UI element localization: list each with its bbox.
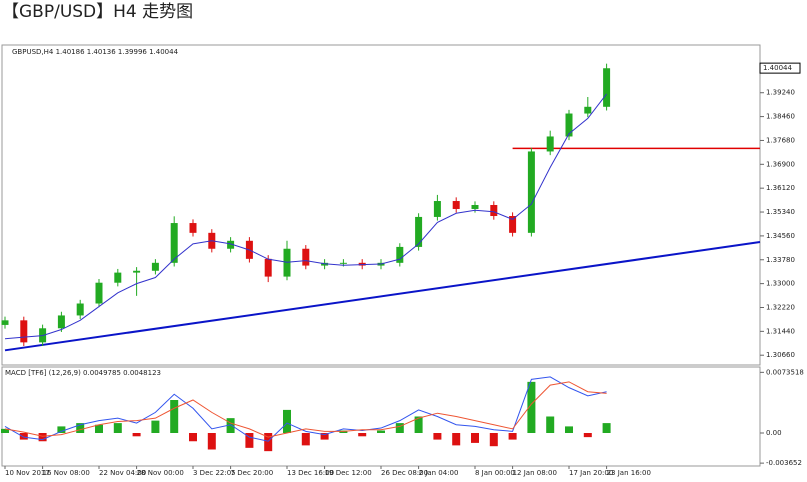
signal-line <box>4 381 607 438</box>
candle-body <box>95 282 103 304</box>
x-tick-label: 28 Nov 00:00 <box>137 469 184 477</box>
last-price: 1.40044 <box>763 64 792 72</box>
x-tick-label: 26 Dec 08:00 <box>381 469 428 477</box>
y-tick-label: 1.32220 <box>766 303 795 311</box>
macd-bar <box>565 426 573 433</box>
x-tick-label: 16 Nov 08:00 <box>43 469 90 477</box>
y-tick-label: 0.00 <box>766 429 782 437</box>
candle-body <box>57 315 65 329</box>
candle-body <box>546 136 554 152</box>
macd-panel <box>1 366 761 467</box>
x-tick-label: 13 Dec 16:00 <box>287 469 334 477</box>
macd-bar <box>301 433 310 446</box>
candle-body <box>509 216 517 233</box>
y-tick-label: 1.36900 <box>766 160 795 168</box>
macd-bar <box>395 423 404 433</box>
macd-bar <box>189 433 197 442</box>
x-tick-label: 17 Jan 20:00 <box>569 469 613 477</box>
macd-bar <box>320 433 329 440</box>
candle-body <box>396 246 404 263</box>
macd-bar <box>489 433 498 447</box>
candle-body <box>133 270 141 273</box>
candle-body <box>433 201 441 217</box>
y-tick-label: 1.35340 <box>766 208 795 216</box>
candle-body <box>490 205 498 217</box>
macd-bar <box>76 423 85 433</box>
macd-bar <box>414 416 423 433</box>
x-tick-label: 2 Jan 04:00 <box>419 469 459 477</box>
macd-bar <box>527 381 536 433</box>
macd-bar <box>283 409 291 433</box>
candle-body <box>264 258 272 277</box>
macd-bar <box>508 433 517 440</box>
x-tick-label: 23 Jan 16:00 <box>607 469 651 477</box>
macd-bar <box>113 423 122 433</box>
candle-body <box>527 151 535 233</box>
candle-body <box>584 106 592 114</box>
y-tick-label: 1.38460 <box>766 113 795 121</box>
y-tick-label: 1.39240 <box>766 89 795 97</box>
macd-bar <box>264 433 273 452</box>
candle-body <box>471 205 479 209</box>
macd-bar <box>433 433 442 440</box>
macd-bar <box>1 428 9 433</box>
macd-bar <box>602 423 611 433</box>
x-tick-label: 22 Nov 04:00 <box>99 469 146 477</box>
macd-header: MACD [TF6] (12,26,9) 0.0049785 0.0048123 <box>5 369 161 377</box>
macd-bar <box>132 433 141 437</box>
candle-body <box>189 223 197 233</box>
candle-body <box>170 223 178 263</box>
candle-body <box>415 216 423 247</box>
macd-bar <box>226 418 235 433</box>
candle-body <box>565 113 573 137</box>
macd-bar <box>151 420 160 433</box>
y-tick-label: 1.33000 <box>766 280 795 288</box>
y-tick-label: -0.003652 <box>766 459 802 467</box>
y-tick-label: 1.37680 <box>766 136 795 144</box>
price-header: GBPUSD,H4 1.40186 1.40136 1.39996 1.4004… <box>12 48 179 56</box>
y-tick-label: 1.33780 <box>766 256 795 264</box>
candle-body <box>114 272 122 283</box>
x-tick-label: 19 Dec 12:00 <box>325 469 372 477</box>
y-tick-label: 1.30660 <box>766 351 795 359</box>
price-panel <box>1 44 761 366</box>
y-tick-label: 0.0073518 <box>766 368 804 376</box>
macd-bar <box>207 433 216 450</box>
macd-bar <box>245 433 254 448</box>
candle-body <box>339 262 347 264</box>
x-tick-label: 3 Dec 22:05 <box>193 469 236 477</box>
candle-body <box>603 68 611 107</box>
macd-bar <box>546 416 555 433</box>
macd-bar <box>358 433 367 437</box>
macd-bar <box>583 433 592 438</box>
last-price-box <box>759 62 801 74</box>
candle-body <box>76 303 84 316</box>
candle-body <box>227 240 235 249</box>
y-tick-label: 1.36120 <box>766 184 795 192</box>
macd-bar <box>57 426 66 433</box>
moving-average <box>4 93 607 340</box>
candle-body <box>1 320 9 325</box>
macd-bar <box>377 430 385 433</box>
y-tick-label: 1.31440 <box>766 327 795 335</box>
candle-body <box>20 320 28 343</box>
macd-bar <box>170 400 179 433</box>
macd-bar <box>38 433 47 442</box>
x-tick-label: 10 Nov 2017 <box>5 469 50 477</box>
macd-bar <box>95 424 103 433</box>
chart-title: 【GBP/USD】H4 走势图 <box>2 2 193 22</box>
macd-bar <box>452 433 461 446</box>
macd-bar <box>471 433 479 443</box>
x-tick-label: 8 Jan 00:00 <box>475 469 515 477</box>
x-tick-label: 7 Dec 20:00 <box>231 469 274 477</box>
candle-body <box>151 262 159 271</box>
macd-bar <box>19 433 28 440</box>
macd-line <box>4 376 607 442</box>
trend-line <box>4 241 761 352</box>
candle-body <box>452 201 460 209</box>
candle-body <box>302 248 310 266</box>
x-tick-label: 12 Jan 08:00 <box>513 469 557 477</box>
y-tick-label: 1.34560 <box>766 232 795 240</box>
